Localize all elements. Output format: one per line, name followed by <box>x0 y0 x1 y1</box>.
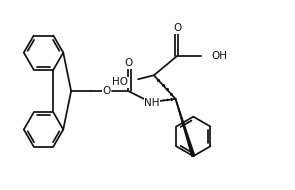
Text: O: O <box>102 86 111 96</box>
Text: HO: HO <box>112 77 128 87</box>
Polygon shape <box>176 99 195 157</box>
Text: OH: OH <box>211 51 227 61</box>
Text: O: O <box>173 23 182 33</box>
Text: NH: NH <box>144 98 160 108</box>
Text: O: O <box>124 59 132 68</box>
